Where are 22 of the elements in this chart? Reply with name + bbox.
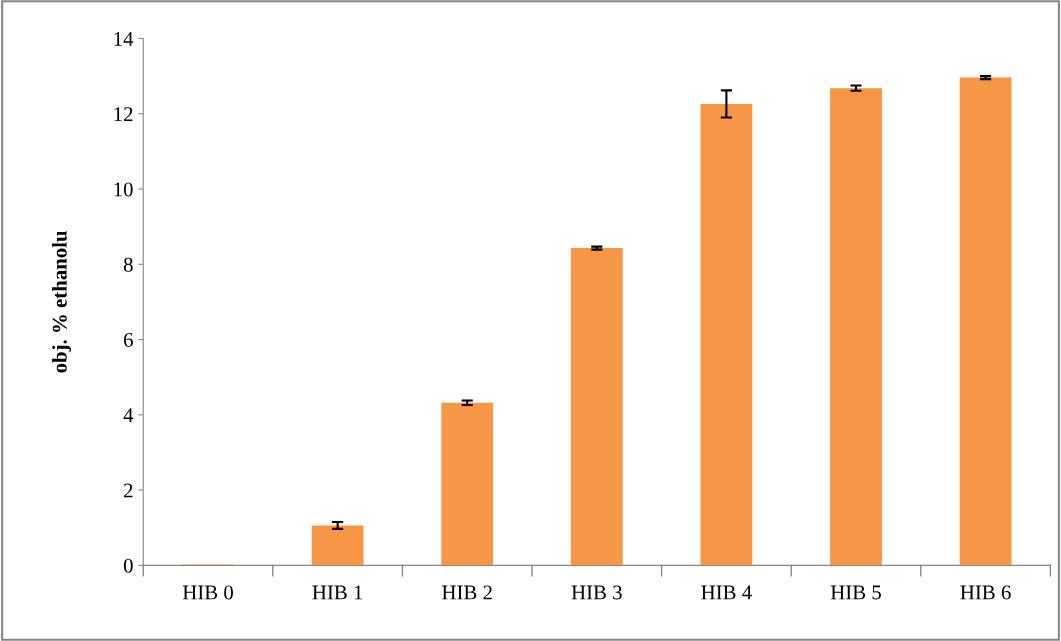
x-tick-label: HIB 6 bbox=[960, 585, 1011, 600]
y-tick-label: 2 bbox=[124, 483, 133, 498]
y-tick-label: 12 bbox=[114, 107, 133, 121]
y-tick-label: 8 bbox=[123, 257, 133, 272]
x-tick-label: HIB 4 bbox=[701, 585, 752, 600]
x-tick-label: HIB 3 bbox=[571, 585, 622, 600]
y-tick-label: 10 bbox=[114, 182, 133, 197]
bar bbox=[959, 77, 1012, 566]
x-tick-label: HIB 0 bbox=[182, 585, 233, 600]
x-tick-label: HIB 2 bbox=[442, 585, 492, 600]
x-tick-label: HIB 5 bbox=[830, 585, 881, 600]
x-tick-label: HIB 1 bbox=[312, 585, 363, 600]
y-axis-title: obj. % ethanolu bbox=[52, 230, 72, 373]
y-tick-label: 14 bbox=[114, 31, 134, 46]
y-tick-label: 6 bbox=[123, 332, 133, 347]
bar bbox=[830, 88, 882, 566]
bar bbox=[700, 103, 753, 566]
bar bbox=[441, 402, 494, 566]
y-tick-label: 0 bbox=[123, 558, 133, 573]
y-tick-label: 4 bbox=[123, 408, 134, 423]
bar bbox=[311, 525, 364, 566]
bar bbox=[570, 248, 623, 566]
